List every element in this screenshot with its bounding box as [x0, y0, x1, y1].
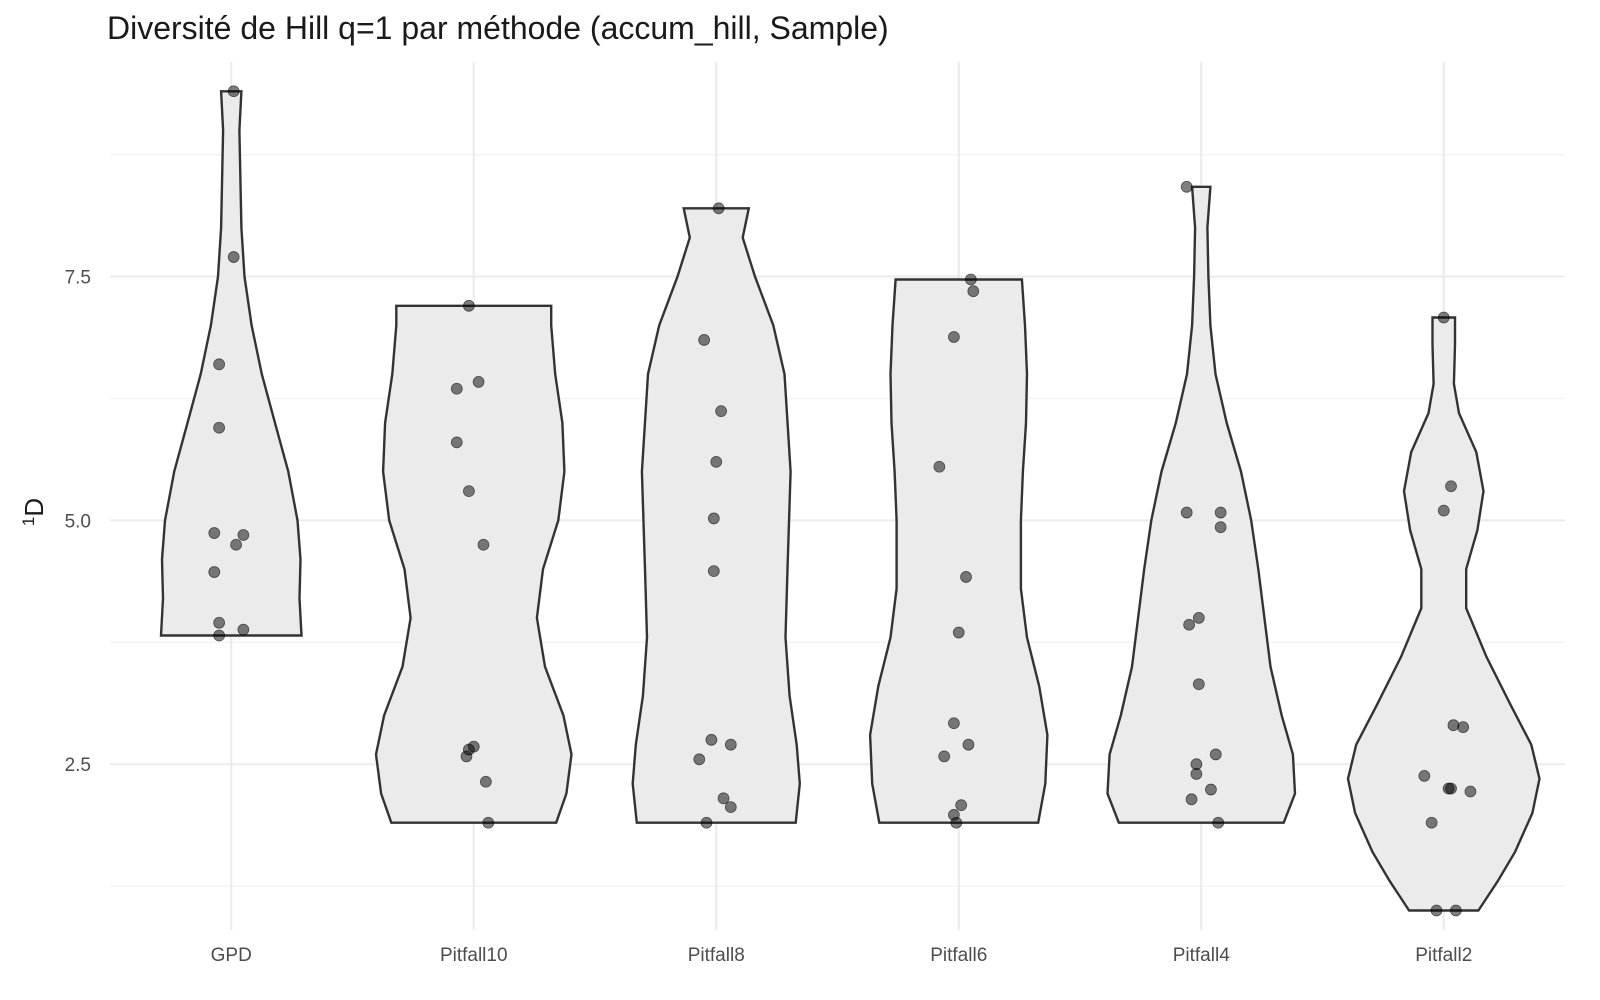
data-point	[948, 331, 960, 343]
data-point	[698, 334, 711, 346]
data-point	[1445, 480, 1457, 493]
violin-pitfall2	[1346, 316, 1541, 912]
data-point	[955, 799, 968, 812]
data-point	[1180, 506, 1193, 519]
data-point	[477, 538, 490, 551]
data-point	[717, 792, 730, 805]
chart-title: Diversité de Hill q=1 par méthode (accum…	[107, 10, 889, 46]
data-points	[208, 85, 1477, 917]
violins	[159, 90, 1541, 912]
data-point	[712, 202, 725, 215]
data-point	[700, 816, 713, 829]
data-point	[460, 750, 473, 763]
data-point	[724, 738, 737, 751]
violin-gpd	[159, 90, 303, 637]
data-point	[462, 299, 475, 312]
data-point	[710, 455, 723, 468]
data-point	[462, 485, 475, 498]
x-axis-ticks: GPD Pitfall10 Pitfall8 Pitfall6 Pitfall4 Pitf…	[211, 945, 1473, 966]
data-point	[1192, 678, 1205, 691]
data-point	[1430, 904, 1443, 917]
data-point	[1457, 721, 1470, 734]
data-point	[1185, 793, 1198, 806]
violin-pitfall6	[868, 278, 1049, 824]
data-point	[479, 775, 492, 788]
x-tick-label: Pitfall4	[1173, 945, 1230, 966]
violin-pitfall4	[1106, 185, 1297, 824]
data-point	[450, 436, 463, 449]
data-point	[1447, 719, 1460, 732]
data-point	[693, 753, 706, 766]
x-tick-label: Pitfall6	[930, 945, 987, 966]
data-point	[1212, 816, 1225, 829]
y-axis-label-superscript: 1	[19, 517, 38, 526]
data-point	[213, 421, 226, 434]
data-point	[1180, 180, 1193, 193]
y-tick-label: 2.5	[65, 755, 91, 776]
data-point	[933, 460, 946, 473]
violin-pitfall10	[374, 304, 573, 824]
data-point	[724, 801, 737, 814]
data-point	[208, 566, 221, 578]
data-point	[208, 527, 221, 539]
y-axis-ticks: 2.5 5.0 7.5	[65, 268, 91, 777]
y-tick-label: 7.5	[65, 268, 91, 289]
data-point	[1437, 311, 1450, 324]
data-point	[1192, 612, 1205, 624]
data-point	[1214, 506, 1227, 519]
data-point	[960, 571, 972, 583]
grid	[110, 62, 1565, 930]
data-point	[1190, 768, 1203, 780]
data-point	[227, 251, 240, 263]
data-point	[213, 616, 226, 629]
data-point	[967, 285, 980, 298]
data-point	[237, 623, 250, 636]
data-point	[1425, 816, 1438, 829]
y-axis-label-main: D	[19, 498, 49, 517]
data-point	[450, 382, 463, 395]
data-point	[230, 538, 243, 551]
y-tick-label: 5.0	[65, 511, 91, 532]
data-point	[705, 733, 718, 746]
data-point	[482, 816, 495, 829]
data-point	[952, 626, 965, 639]
data-point	[707, 512, 720, 525]
data-point	[707, 565, 720, 577]
data-point	[1445, 782, 1457, 795]
data-point	[1437, 504, 1450, 517]
data-point	[962, 738, 975, 751]
data-point	[213, 358, 226, 371]
data-point	[950, 816, 963, 829]
x-tick-label: GPD	[211, 945, 252, 966]
data-point	[1449, 904, 1462, 917]
data-point	[938, 750, 951, 763]
data-point	[1209, 748, 1222, 761]
x-tick-label: Pitfall8	[688, 945, 745, 966]
data-point	[1183, 618, 1196, 631]
data-point	[237, 529, 250, 541]
data-point	[1214, 521, 1227, 534]
data-point	[1418, 770, 1431, 782]
data-point	[964, 273, 977, 286]
data-point	[1464, 785, 1477, 798]
data-point	[472, 375, 485, 388]
data-point	[227, 85, 240, 98]
data-point	[948, 717, 960, 730]
x-tick-label: Pitfall2	[1415, 945, 1472, 966]
y-axis-label: 1D	[19, 498, 49, 526]
x-tick-label: Pitfall10	[440, 945, 508, 966]
data-point	[213, 629, 226, 642]
data-point	[715, 405, 727, 418]
data-point	[1205, 783, 1217, 796]
data-point	[1190, 758, 1203, 771]
